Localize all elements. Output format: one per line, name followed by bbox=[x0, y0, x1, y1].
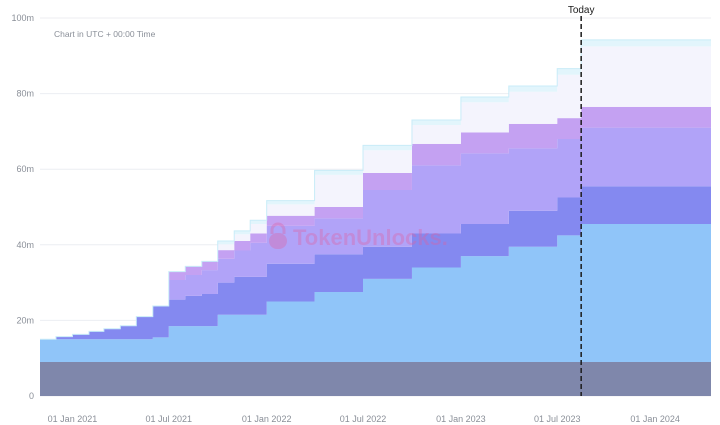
watermark: TokenUnlocks. bbox=[269, 222, 448, 250]
x-axis-ticks: 01 Jan 2021 01 Jul 2021 01 Jan 2022 01 Jul … bbox=[48, 414, 680, 424]
x-tick-label: 01 Jul 2022 bbox=[340, 414, 387, 424]
area-series-1 bbox=[40, 361, 711, 396]
x-tick-label: 01 Jan 2022 bbox=[242, 414, 292, 424]
x-tick-label: 01 Jul 2023 bbox=[534, 414, 581, 424]
y-tick-label: 20m bbox=[16, 315, 34, 325]
area-series-3 bbox=[40, 186, 711, 340]
timezone-note: Chart in UTC + 00:00 Time bbox=[54, 29, 156, 39]
y-tick-label: 40m bbox=[16, 240, 34, 250]
x-tick-label: 01 Jan 2021 bbox=[48, 414, 98, 424]
total-outline bbox=[40, 39, 711, 340]
total-line bbox=[40, 39, 711, 340]
y-axis-ticks: 0 20m 40m 60m 80m 100m bbox=[11, 13, 34, 401]
today-marker: Today bbox=[568, 5, 595, 396]
stacked-areas bbox=[40, 39, 711, 396]
y-tick-label: 60m bbox=[16, 164, 34, 174]
watermark-text: TokenUnlocks. bbox=[293, 225, 448, 250]
x-tick-label: 01 Jan 2024 bbox=[630, 414, 680, 424]
x-tick-label: 01 Jan 2023 bbox=[436, 414, 486, 424]
y-tick-label: 80m bbox=[16, 89, 34, 99]
y-tick-label: 100m bbox=[11, 13, 34, 23]
lock-icon bbox=[269, 222, 287, 249]
today-label: Today bbox=[568, 5, 595, 16]
area-series-2 bbox=[40, 224, 711, 362]
area-series-6 bbox=[40, 46, 711, 340]
y-tick-label: 0 bbox=[29, 391, 34, 401]
x-tick-label: 01 Jul 2021 bbox=[145, 414, 192, 424]
area-series-4 bbox=[40, 127, 711, 340]
